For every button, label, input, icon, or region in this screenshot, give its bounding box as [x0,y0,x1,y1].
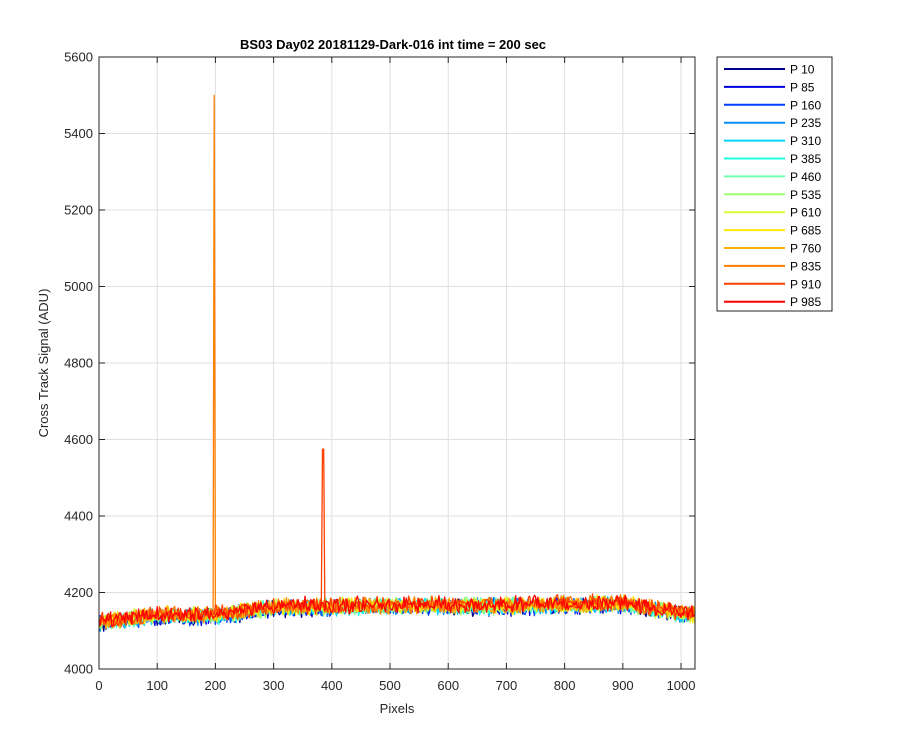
x-tick-label: 200 [205,678,227,693]
legend-label: P 835 [790,259,821,273]
legend-label: P 610 [790,206,821,220]
x-tick-label: 1000 [667,678,696,693]
series-line-p-985 [98,594,696,628]
legend-label: P 310 [790,134,821,148]
legend-label: P 910 [790,277,821,291]
x-tick-label: 700 [496,678,518,693]
chart-title: BS03 Day02 20181129-Dark-016 int time = … [240,37,546,52]
y-tick-label: 4800 [64,356,93,371]
x-tick-label: 600 [437,678,459,693]
legend-items: P 10 P 85 P 160 P 235 P 310 P 385 P 460 P 535 P … [724,63,821,309]
y-tick-label: 4400 [64,509,93,524]
y-tick-label: 5000 [64,279,93,294]
legend-label: P 685 [790,224,821,238]
x-tick-label: 300 [263,678,285,693]
x-tick-label: 100 [146,678,168,693]
legend-label: P 985 [790,295,821,309]
series-layer [98,94,696,632]
x-tick-label: 400 [321,678,343,693]
y-tick-label: 4200 [64,585,93,600]
x-axis-label: Pixels [380,701,415,716]
y-tick-label: 4000 [64,662,93,677]
y-axis-label: Cross Track Signal (ADU) [36,289,51,438]
y-tick-label: 4600 [64,432,93,447]
legend-label: P 160 [790,98,821,112]
legend-label: P 10 [790,63,815,77]
x-tick-label: 800 [554,678,576,693]
legend-label: P 385 [790,152,821,166]
x-tick-label: 900 [612,678,634,693]
legend: P 10 P 85 P 160 P 235 P 310 P 385 P 460 P 535 P … [716,56,833,312]
legend-label: P 85 [790,80,815,94]
legend-box [716,56,833,312]
y-tick-label: 5600 [64,50,93,65]
legend-label: P 535 [790,188,821,202]
plot-area: 0 100 200 300 400 500 600 700 800 900 1000 4000 4200… [64,50,696,694]
y-tick-label: 5400 [64,126,93,141]
x-tick-label: 0 [95,678,102,693]
legend-label: P 235 [790,116,821,130]
legend-label: P 460 [790,170,821,184]
y-tick-label: 5200 [64,203,93,218]
legend-label: P 760 [790,242,821,256]
axis-ticks: 0 100 200 300 400 500 600 700 800 900 1000 4000 4200… [64,50,695,694]
x-tick-label: 500 [379,678,401,693]
